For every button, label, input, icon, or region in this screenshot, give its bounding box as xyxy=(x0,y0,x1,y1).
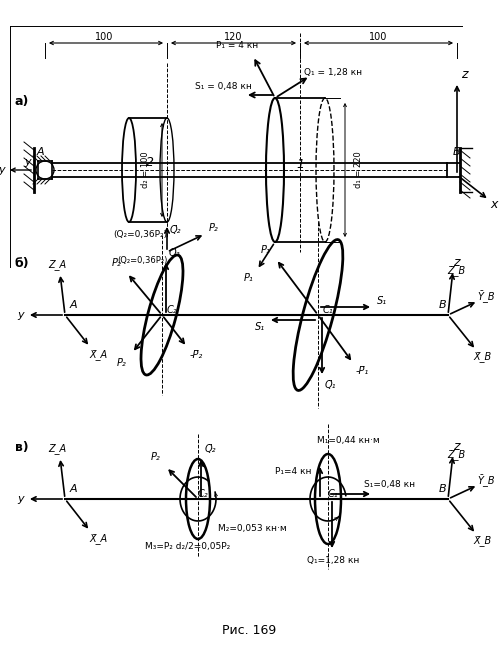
Text: S₁=0,48 кн: S₁=0,48 кн xyxy=(364,481,416,490)
Text: 100: 100 xyxy=(95,32,114,42)
Text: B: B xyxy=(439,300,447,310)
Text: P₁=4 кн: P₁=4 кн xyxy=(275,466,311,476)
Text: б): б) xyxy=(14,256,29,270)
Text: C₂: C₂ xyxy=(198,489,208,499)
Text: z: z xyxy=(461,69,467,82)
Text: A: A xyxy=(36,147,44,157)
Text: а): а) xyxy=(15,96,29,109)
Text: S̄₁: S̄₁ xyxy=(255,322,265,332)
Text: 120: 120 xyxy=(224,32,243,42)
Text: X̄_A: X̄_A xyxy=(89,349,107,360)
Text: P₁ = 4 кн: P₁ = 4 кн xyxy=(216,41,258,50)
Text: B: B xyxy=(453,147,461,157)
Text: Z̄_A: Z̄_A xyxy=(48,259,66,270)
Text: -P̄₁: -P̄₁ xyxy=(355,366,369,376)
Text: в): в) xyxy=(15,441,29,454)
Text: Q̄₂: Q̄₂ xyxy=(168,248,180,258)
Text: P̄₂: P̄₂ xyxy=(151,452,161,462)
Text: Q₁ = 1,28 кн: Q₁ = 1,28 кн xyxy=(304,67,362,76)
Text: Ȳ_B: Ȳ_B xyxy=(477,475,495,487)
Text: 100: 100 xyxy=(369,32,388,42)
Text: Q₁=1,28 кн: Q₁=1,28 кн xyxy=(307,556,359,565)
Text: B: B xyxy=(439,484,447,494)
Text: S̄₁: S̄₁ xyxy=(377,296,387,306)
Text: M₁=0,44 кн·м: M₁=0,44 кн·м xyxy=(317,437,379,446)
Text: y: y xyxy=(0,165,5,175)
Text: (Q₂=0,36P₂): (Q₂=0,36P₂) xyxy=(113,230,167,239)
Text: S₁ = 0,48 кн: S₁ = 0,48 кн xyxy=(195,82,251,91)
Text: P̄₂: P̄₂ xyxy=(209,223,219,233)
Text: Z̄_B: Z̄_B xyxy=(447,450,465,461)
Text: Z̄_A: Z̄_A xyxy=(48,444,66,454)
Text: Q̄₁: Q̄₁ xyxy=(324,380,336,390)
Text: z: z xyxy=(453,441,459,454)
Text: y: y xyxy=(17,494,24,504)
Text: Рис. 169: Рис. 169 xyxy=(222,624,276,637)
Text: 2: 2 xyxy=(146,155,154,168)
Text: P̄₁: P̄₁ xyxy=(244,273,254,283)
Text: M₂=0,053 кн·м: M₂=0,053 кн·м xyxy=(218,525,287,534)
Text: X̄_A: X̄_A xyxy=(89,534,107,545)
Text: Ȳ_B: Ȳ_B xyxy=(477,291,495,303)
Text: 1: 1 xyxy=(296,159,304,171)
Text: Q̄₂: Q̄₂ xyxy=(169,225,181,235)
Text: A: A xyxy=(69,300,77,310)
Text: P̄₂: P̄₂ xyxy=(117,358,127,368)
Text: d₁ = 220: d₁ = 220 xyxy=(354,151,363,188)
Text: A: A xyxy=(69,484,77,494)
Text: P̄₁: P̄₁ xyxy=(261,245,271,255)
Text: y: y xyxy=(24,157,31,167)
Text: Q̄₂: Q̄₂ xyxy=(204,444,216,454)
Text: C₁: C₁ xyxy=(323,305,333,315)
Text: P̄₂: P̄₂ xyxy=(112,258,122,268)
Text: -P̄₂: -P̄₂ xyxy=(190,350,203,360)
Text: y: y xyxy=(17,310,24,320)
Text: C₂: C₂ xyxy=(167,305,177,315)
Text: z: z xyxy=(453,256,459,270)
Text: (Q₂=0,36P₂): (Q₂=0,36P₂) xyxy=(117,256,167,265)
Text: C₁: C₁ xyxy=(328,489,338,499)
Text: d₂ = 100: d₂ = 100 xyxy=(142,151,151,188)
Text: X̄_B: X̄_B xyxy=(474,351,492,362)
Text: M₃=P₂ d₂/2=0,05P₂: M₃=P₂ d₂/2=0,05P₂ xyxy=(145,542,231,551)
Text: x: x xyxy=(491,199,498,212)
Text: Z̄_B: Z̄_B xyxy=(447,265,465,276)
Text: X̄_B: X̄_B xyxy=(474,536,492,547)
